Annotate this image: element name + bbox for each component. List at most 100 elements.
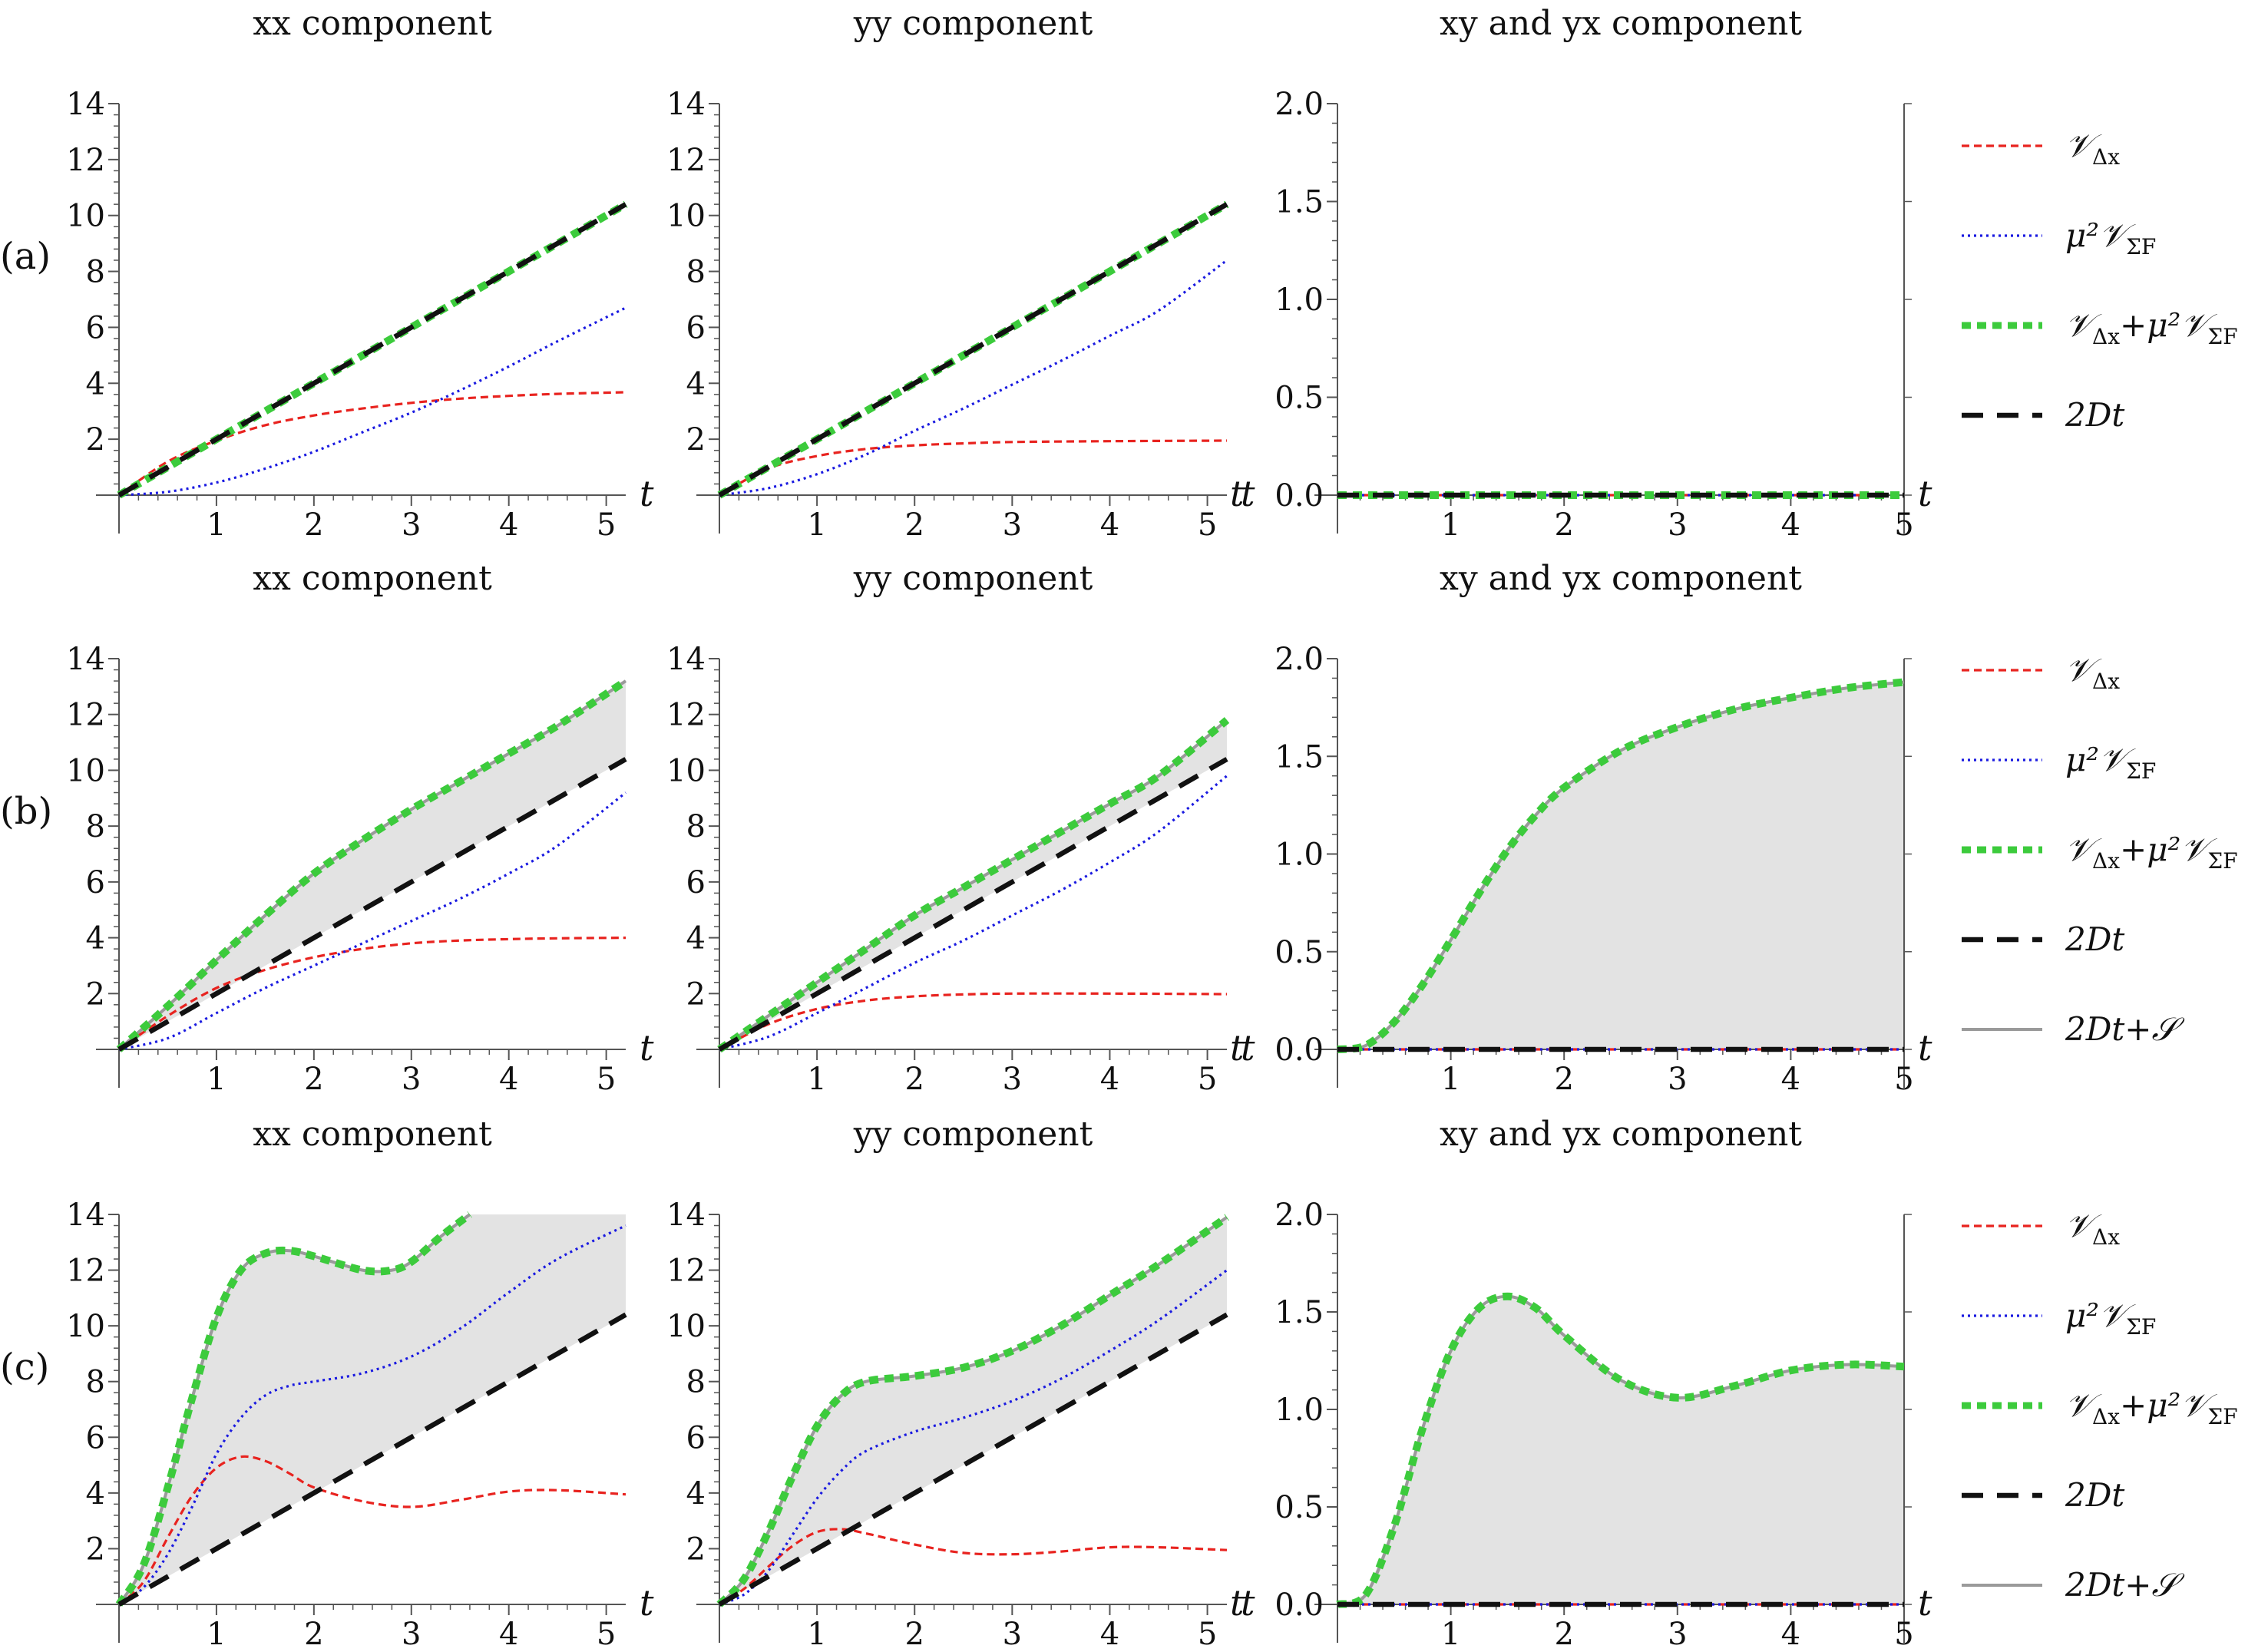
legend-label-sub: Δx xyxy=(2092,144,2120,170)
series-sum xyxy=(716,1214,1229,1607)
legend-label-main: 2Dt xyxy=(2065,1476,2124,1514)
legend-label-mu2V: μ²𝒱ΣF xyxy=(2065,741,2156,784)
legend-label-main2: +μ²𝒱 xyxy=(2120,306,2217,344)
y-tick-label: 0.5 xyxy=(1275,935,1324,970)
series-sum xyxy=(116,677,628,1052)
panel-title: xy and yx component xyxy=(1440,4,1802,43)
x-tick-label: 4 xyxy=(1100,1617,1119,1652)
legend-label-sub: ΣF xyxy=(2126,1314,2156,1340)
row-label: (c) xyxy=(0,1346,49,1389)
legend-label-sub: Δx xyxy=(2092,1224,2120,1250)
series-V_dx xyxy=(118,937,627,1051)
legend-label-sum: 𝒱Δx+μ²𝒱ΣF xyxy=(2065,831,2238,874)
y-tick-label: 1.5 xyxy=(1275,739,1324,775)
panel-title: yy component xyxy=(853,559,1093,598)
y-tick-label: 1.0 xyxy=(1275,1393,1324,1428)
x-tick-label: 1 xyxy=(807,1062,826,1097)
legend-label-V_dx: 𝒱Δx xyxy=(2065,1207,2120,1250)
shaded-band xyxy=(119,681,626,1049)
legend-label-main: μ²𝒱 xyxy=(2065,741,2136,778)
legend-label-sub: Δx xyxy=(2092,324,2120,349)
series-twoDt xyxy=(117,202,627,497)
legend-label-V_dx: 𝒱Δx xyxy=(2065,127,2120,170)
x-tick-label: 5 xyxy=(1198,1062,1217,1097)
legend-label-mu2V: μ²𝒱ΣF xyxy=(2065,1297,2156,1340)
y-tick-label: 1.5 xyxy=(1275,185,1324,220)
x-tick-label: 4 xyxy=(1100,507,1119,543)
x-axis-label: t xyxy=(640,1027,654,1069)
x-tick-label: 5 xyxy=(1198,1617,1217,1652)
x-axis-label: t xyxy=(1918,1027,1932,1069)
series-V_dx xyxy=(719,992,1228,1051)
y-tick-label: 6 xyxy=(686,1420,706,1455)
x-tick-label: 2 xyxy=(304,1062,323,1097)
y-tick-label: 8 xyxy=(86,1365,105,1400)
x-axis-label: t xyxy=(1918,1582,1932,1624)
panel-title: xy and yx component xyxy=(1440,559,1802,598)
series-twoDt xyxy=(718,202,1228,497)
series-twoDt xyxy=(718,757,1228,1052)
legend-label-main2: +μ²𝒱 xyxy=(2120,1386,2217,1424)
y-tick-label: 12 xyxy=(66,1254,105,1289)
y-tick-label: 2 xyxy=(686,422,706,458)
legend-label-main: 2Dt+𝒮 xyxy=(2065,1566,2184,1604)
panel-title: xy and yx component xyxy=(1440,1115,1802,1154)
x-tick-label: 2 xyxy=(304,507,323,543)
shaded-band xyxy=(119,1214,626,1604)
series-sum xyxy=(717,717,1230,1053)
row-label: (b) xyxy=(0,790,52,833)
x-tick-label: 1 xyxy=(1441,1617,1460,1652)
y-tick-label: 10 xyxy=(666,753,706,788)
legend-label-sub: Δx xyxy=(2092,848,2120,874)
y-tick-label: 6 xyxy=(686,310,706,345)
x-tick-label: 5 xyxy=(597,507,616,543)
x-tick-label: 2 xyxy=(304,1617,323,1652)
legend-label-sub: Δx xyxy=(2092,1404,2120,1429)
series-V_dx xyxy=(117,1455,627,1606)
panel-title: xx component xyxy=(253,559,492,598)
x-axis-label-left: t xyxy=(1230,473,1245,514)
y-tick-label: 14 xyxy=(66,642,105,677)
y-tick-label: 2.0 xyxy=(1275,1198,1324,1233)
shaded-band xyxy=(719,720,1227,1049)
x-tick-label: 4 xyxy=(1781,1062,1800,1097)
panel-0-2: xy and yx component 1 2 3 4 5 0.0 0.5 1.0 1.5 2.0 t… xyxy=(1230,4,1932,543)
x-axis-label: t xyxy=(1241,1582,1255,1624)
y-tick-label: 12 xyxy=(666,698,706,733)
x-tick-label: 3 xyxy=(1003,1617,1022,1652)
x-tick-label: 1 xyxy=(207,1062,226,1097)
x-tick-label: 5 xyxy=(1894,507,1913,543)
legend-label-twoDtS: 2Dt+𝒮 xyxy=(2065,1010,2184,1048)
y-tick-label: 14 xyxy=(66,1198,105,1233)
y-tick-label: 2 xyxy=(86,976,105,1012)
x-tick-label: 2 xyxy=(1554,1617,1573,1652)
legend-label-main: μ²𝒱 xyxy=(2065,1297,2136,1334)
y-tick-label: 12 xyxy=(66,143,105,178)
series-mu2V xyxy=(118,306,627,497)
legend-label-sum: 𝒱Δx+μ²𝒱ΣF xyxy=(2065,306,2238,349)
panel-1-2: xy and yx component 1 2 3 4 5 0.0 0.5 1.0 1.5 2.0 t… xyxy=(1230,559,1932,1097)
x-tick-label: 1 xyxy=(1441,1062,1460,1097)
x-tick-label: 2 xyxy=(905,1617,924,1652)
legend-label-twoDtS: 2Dt+𝒮 xyxy=(2065,1566,2184,1604)
y-tick-label: 8 xyxy=(86,809,105,844)
x-tick-label: 3 xyxy=(402,1062,421,1097)
x-tick-label: 4 xyxy=(1100,1062,1119,1097)
series-twoDt xyxy=(117,1312,627,1607)
y-tick-label: 14 xyxy=(666,87,706,122)
y-tick-label: 2 xyxy=(686,1531,706,1567)
x-tick-label: 2 xyxy=(905,507,924,543)
legend-label-sub2: ΣF xyxy=(2207,848,2237,874)
panel-title: yy component xyxy=(853,4,1093,43)
x-tick-label: 3 xyxy=(402,1617,421,1652)
y-tick-label: 2 xyxy=(86,422,105,458)
x-tick-label: 3 xyxy=(1668,1617,1687,1652)
legend-label-sub: Δx xyxy=(2092,669,2120,694)
x-tick-label: 5 xyxy=(1894,1617,1913,1652)
y-tick-label: 4 xyxy=(686,921,706,957)
